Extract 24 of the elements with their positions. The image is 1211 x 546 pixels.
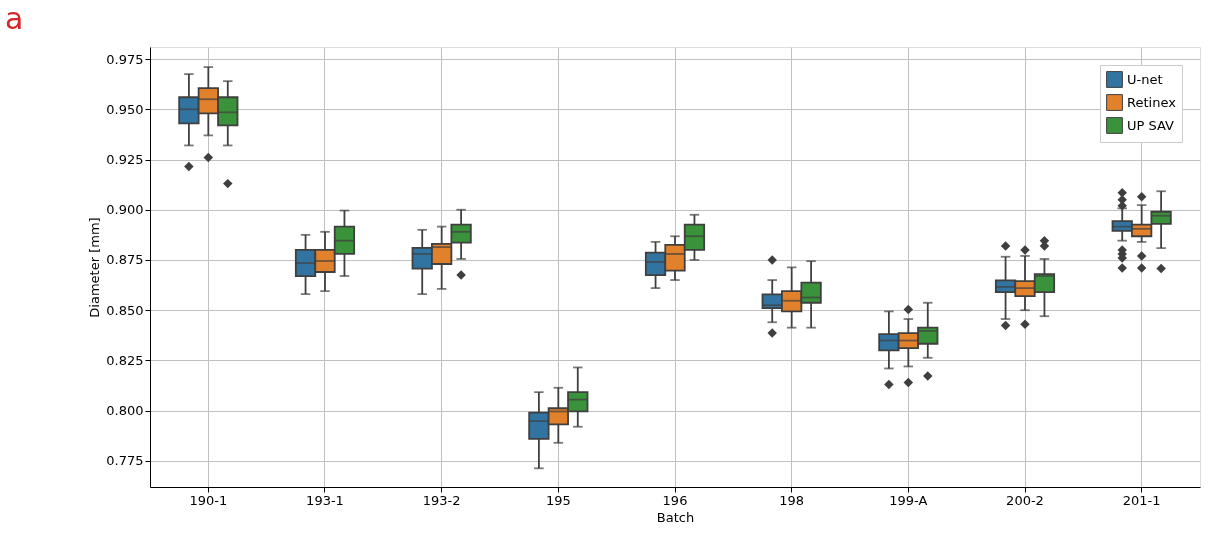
y-tick-label: 0.925: [106, 152, 144, 168]
chart-title: a: [5, 1, 24, 36]
y-tick-label: 0.775: [106, 453, 144, 469]
y-tick-label: 0.975: [106, 51, 144, 67]
legend-label: U-net: [1127, 71, 1163, 87]
x-tick-label: 200-2: [1006, 492, 1044, 508]
x-tick-label: 193-2: [422, 492, 461, 508]
x-tick-label: 201-1: [1122, 492, 1161, 508]
y-tick-label: 0.875: [106, 252, 144, 268]
y-tick-label: 0.950: [106, 101, 144, 117]
x-tick-label: 198: [779, 492, 805, 508]
y-axis-title: Diameter [mm]: [87, 217, 103, 318]
y-tick-label: 0.850: [106, 302, 144, 318]
y-tick-label: 0.825: [106, 352, 144, 368]
x-tick-label: 190-1: [189, 492, 228, 508]
x-tick-label: 195: [545, 492, 571, 508]
x-tick-label: 196: [662, 492, 688, 508]
y-tick-label: 0.900: [106, 202, 144, 218]
x-axis-title: Batch: [656, 509, 695, 525]
legend-label: UP SAV: [1127, 117, 1175, 133]
x-tick-label: 199-A: [889, 492, 928, 508]
y-tick-label: 0.800: [106, 403, 144, 419]
legend-label: Retinex: [1127, 94, 1177, 110]
x-tick-label: 193-1: [306, 492, 344, 508]
